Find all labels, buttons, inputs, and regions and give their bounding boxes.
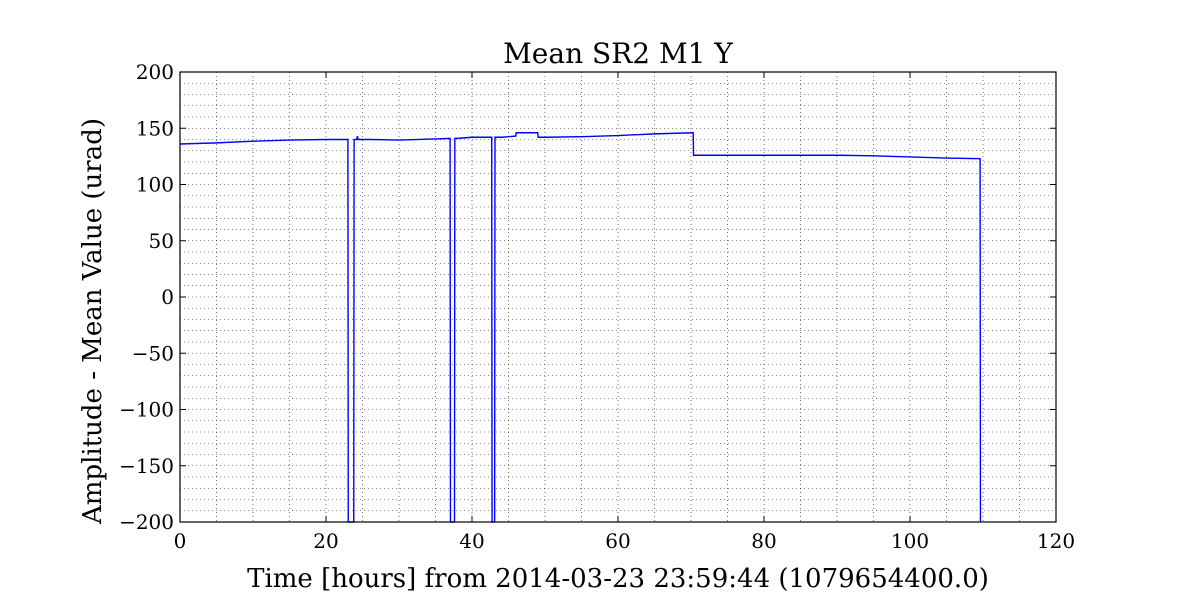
y-tick-label: −100 (119, 398, 174, 422)
chart-title: Mean SR2 M1 Y (503, 37, 733, 70)
y-tick-label: −200 (119, 510, 174, 534)
series-layer (179, 132, 982, 523)
y-tick-label: 100 (136, 173, 174, 197)
y-tick-label: 200 (136, 60, 174, 84)
ticks (179, 71, 1057, 523)
y-tick-label: −150 (119, 454, 174, 478)
x-tick-label: 100 (891, 529, 929, 553)
x-tick-label: 120 (1037, 529, 1075, 553)
x-tick-label: 80 (751, 529, 776, 553)
y-tick-label: 150 (136, 116, 174, 140)
x-axis-label: Time [hours] from 2014-03-23 23:59:44 (1… (247, 564, 989, 594)
x-tick-label: 20 (313, 529, 338, 553)
y-axis-label: Amplitude - Mean Value (urad) (78, 118, 108, 525)
grid (180, 72, 1056, 522)
y-tick-label: 0 (161, 285, 174, 309)
x-tick-label: 60 (605, 529, 630, 553)
x-tick-label: 0 (174, 529, 187, 553)
y-tick-label: −50 (132, 341, 174, 365)
y-tick-label: 50 (149, 229, 174, 253)
series-line (179, 132, 982, 523)
tick-labels: 0 20 40 60 80 100 120 −200 −150 −100 −50 0 50 100 150 2… (119, 60, 1075, 553)
x-tick-label: 40 (459, 529, 484, 553)
